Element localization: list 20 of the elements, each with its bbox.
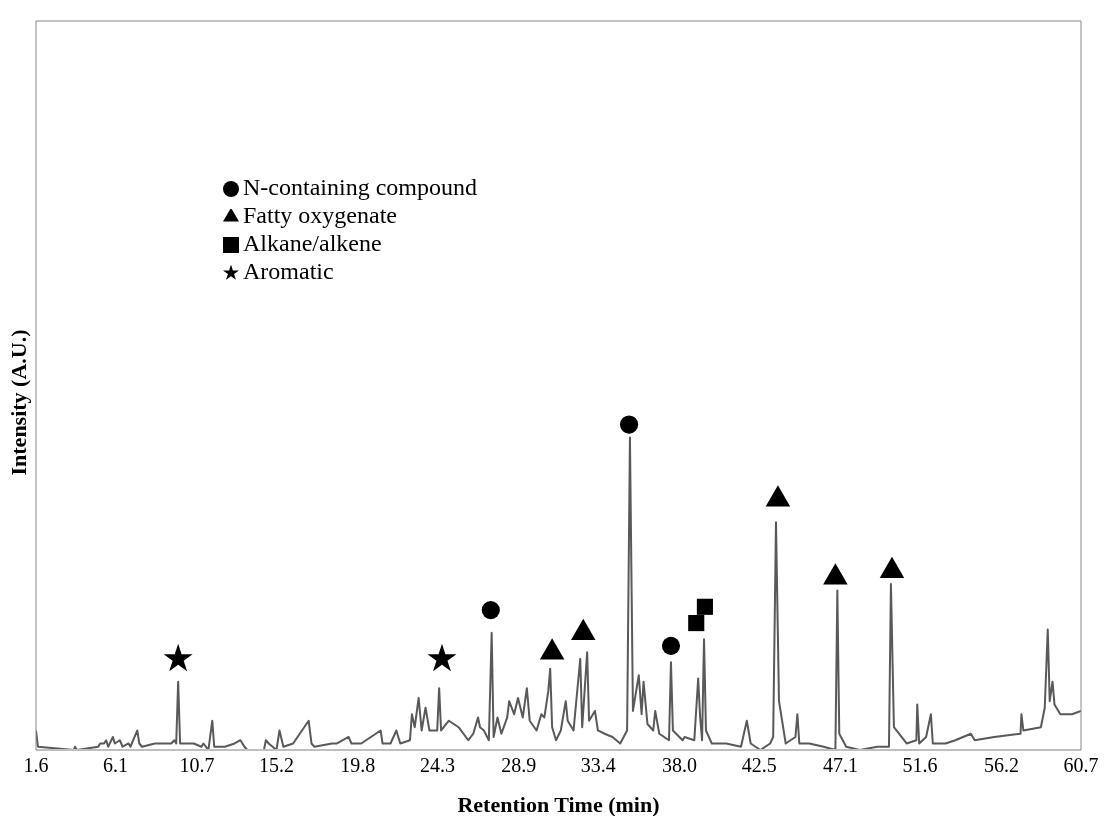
legend-label: Aromatic: [243, 258, 334, 284]
x-tick-label: 10.7: [179, 754, 215, 777]
x-tick-label: 33.4: [580, 754, 616, 777]
x-tick-label: 1.6: [23, 754, 49, 777]
x-tick-label: 28.9: [501, 754, 537, 777]
legend-label: Alkane/alkene: [243, 230, 382, 256]
x-axis-title: Retention Time (min): [457, 792, 660, 817]
x-tick-label: 47.1: [823, 754, 859, 777]
x-tick-label: 42.5: [741, 754, 777, 777]
legend-label: N-containing compound: [243, 174, 477, 200]
x-tick-label: 56.2: [983, 754, 1019, 777]
x-tick-label: 15.2: [258, 754, 294, 777]
x-tick-label: 51.6: [902, 754, 938, 777]
y-axis-title: Intensity (A.U.): [5, 329, 31, 476]
x-tick-label: 24.3: [419, 754, 455, 777]
x-tick-label: 19.8: [340, 754, 376, 777]
x-tick-label: 60.7: [1063, 754, 1099, 777]
x-tick-label: 6.1: [103, 754, 129, 777]
x-tick-label: 38.0: [662, 754, 698, 777]
legend-label: Fatty oxygenate: [243, 202, 397, 228]
